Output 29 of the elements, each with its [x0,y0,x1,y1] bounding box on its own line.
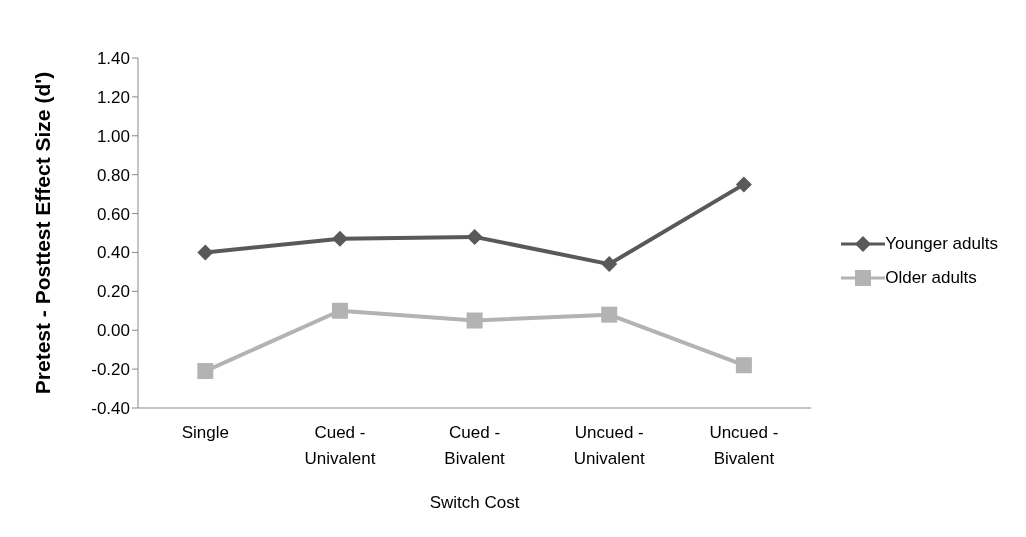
legend-label: Older adults [885,268,977,288]
y-tick-label: 1.40 [96,49,130,69]
point [735,176,752,193]
legend-label: Younger adults [885,234,998,254]
x-tick-label: Single [181,423,229,442]
point [601,306,618,323]
y-axis-title: Pretest - Posttest Effect Size (d') [31,71,55,395]
point [466,312,483,329]
y-tick-label: 1.00 [96,126,130,146]
point [466,228,483,245]
x-tick-label: Cued - Bivalent [444,423,506,468]
y-tick-label: 0.00 [96,321,130,341]
point [197,363,214,380]
y-tick-label: 1.20 [96,87,130,107]
x-axis-title: Switch Cost [429,493,520,512]
y-tick-label: -0.20 [91,360,130,380]
point [331,230,348,247]
x-tick-label: Uncued - Bivalent [709,423,779,468]
y-tick-label: -0.40 [91,399,130,419]
x-tick-label: Uncued - Univalent [573,423,645,468]
point [735,357,752,374]
y-tick-label: 0.80 [96,165,130,185]
point [331,302,348,319]
point [197,244,214,261]
point [601,256,618,273]
y-tick-label: 0.60 [96,204,130,224]
x-tick-label: Cued - Univalent [304,423,376,468]
y-tick-label: 0.20 [96,282,130,302]
y-tick-label: 0.40 [96,243,130,263]
